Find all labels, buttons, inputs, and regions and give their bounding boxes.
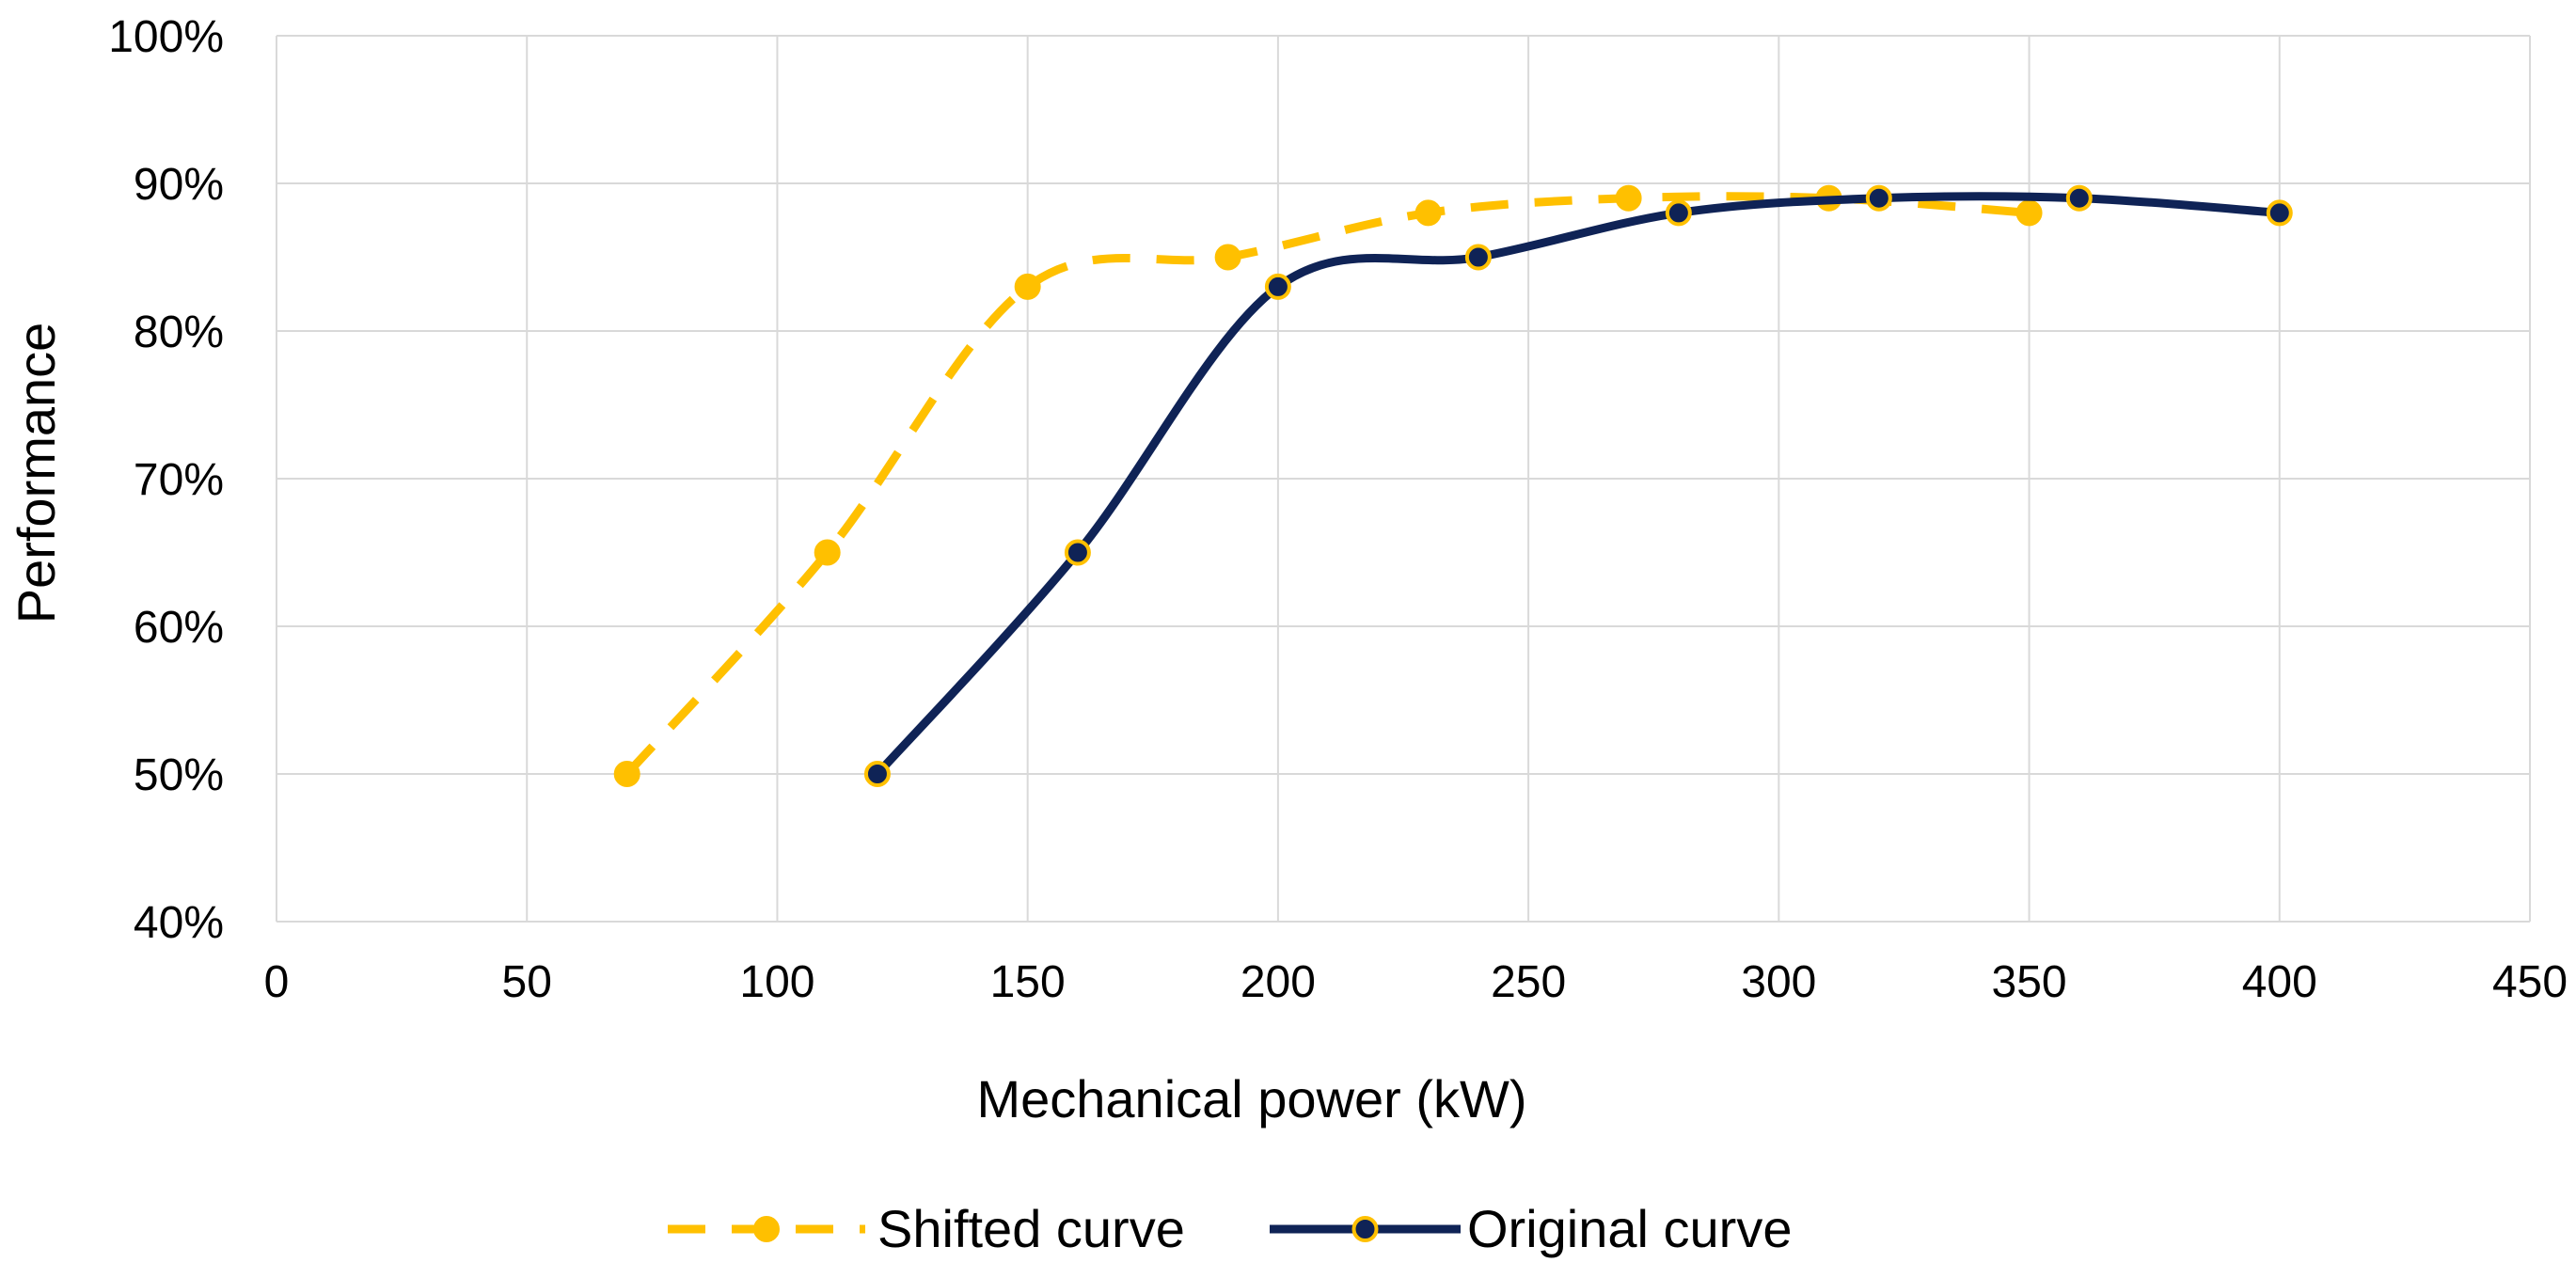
x-tick-label: 50 [502,957,552,1007]
shifted-curve-point [814,539,841,566]
shifted-curve-series [613,184,2043,787]
legend-swatch-marker [1351,1216,1379,1242]
x-tick-label: 450 [2492,957,2568,1007]
y-tick-label: 80% [134,308,224,357]
legend-item-shifted-curve: Shifted curve [668,1199,1185,1258]
legend-label: Shifted curve [877,1199,1185,1258]
original-curve-point [1665,199,1692,227]
y-tick-label: 90% [134,160,224,210]
x-tick-label: 200 [1241,957,1316,1007]
y-tick-label: 50% [134,750,224,800]
shifted-curve-line [624,192,2030,778]
shifted-curve-point [1214,244,1241,271]
x-tick-label: 350 [1992,957,2067,1007]
tick-labels: 0 50 100 150 200 250 300 350 400 450 40% 50% 60% 70% 8… [108,12,2568,1007]
x-tick-label: 300 [1741,957,1816,1007]
original-curve-point [2065,184,2093,212]
x-tick-label: 150 [990,957,1066,1007]
legend: Shifted curve Original curve [668,1199,1792,1258]
x-tick-label: 400 [2242,957,2317,1007]
x-tick-label: 100 [739,957,814,1007]
original-curve-point [1064,539,1091,566]
y-tick-label: 70% [134,455,224,505]
grid [276,35,2531,923]
shifted-curve-point [1615,184,1642,212]
shifted-curve-point [613,761,640,787]
original-curve-point [1264,273,1291,300]
original-curve-line [874,192,2281,778]
legend-item-original-curve: Original curve [1270,1199,1792,1258]
y-tick-label: 40% [134,898,224,948]
original-curve-point [1464,244,1492,271]
y-tick-label: 100% [108,12,224,62]
legend-swatch-marker [753,1216,780,1242]
shifted-curve-point [1014,273,1041,300]
shifted-curve-point [1414,199,1442,227]
shifted-curve-point [2015,199,2043,227]
y-axis-title: Performance [7,323,66,624]
original-curve-series [863,184,2293,787]
series-layer [613,184,2293,787]
x-tick-label: 0 [264,957,290,1007]
legend-label: Original curve [1467,1199,1792,1258]
x-tick-label: 250 [1491,957,1566,1007]
x-axis-title: Mechanical power (kW) [976,1069,1526,1128]
y-tick-label: 60% [134,603,224,653]
original-curve-point [1865,184,1892,212]
original-curve-point [2266,199,2293,227]
original-curve-point [863,761,891,787]
